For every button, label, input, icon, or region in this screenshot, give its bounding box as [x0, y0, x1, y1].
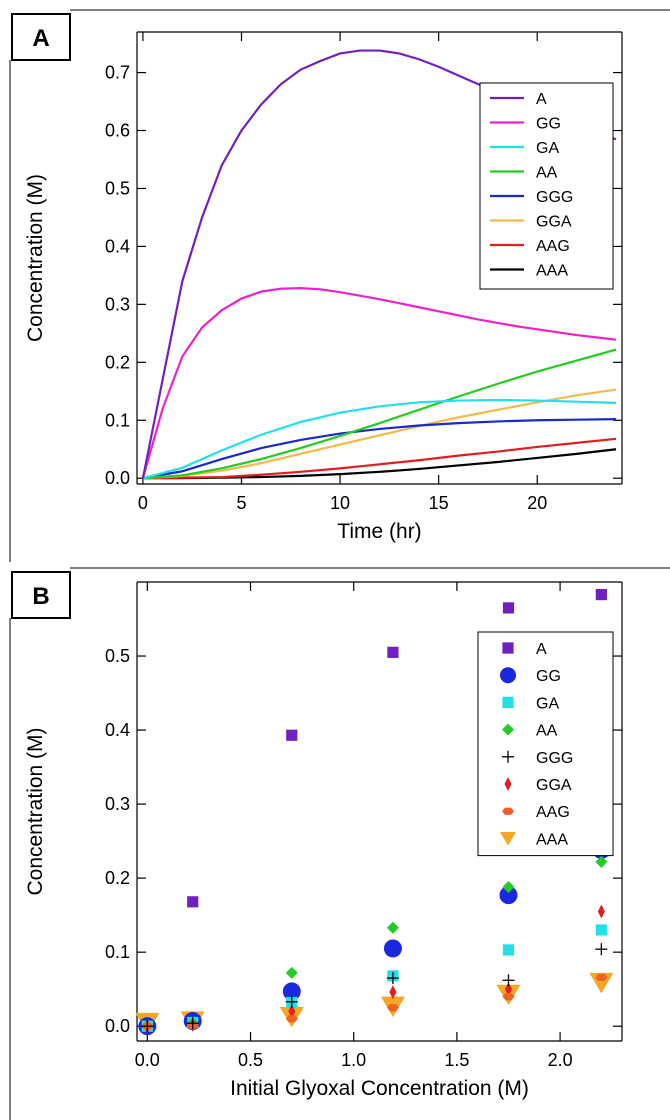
panel-label-box-a [11, 13, 71, 61]
data-point-gg [282, 982, 301, 1001]
y-tick-label: 0.3 [105, 794, 130, 814]
data-point-gg [383, 939, 402, 958]
y-tick-label: 0.6 [105, 121, 130, 141]
legend-label-ga: GA [536, 140, 559, 157]
legend-label-aa: AA [536, 165, 558, 182]
data-point-aag [386, 1004, 399, 1012]
legend-label-aa: AA [536, 723, 558, 740]
panel-label-box-b [11, 571, 71, 619]
data-point-ggg [141, 1020, 154, 1033]
legend-box [477, 631, 614, 857]
data-point-aa [386, 921, 399, 934]
legend-label-gg: GG [536, 668, 561, 685]
data-point-ggg [595, 943, 608, 956]
series-line-aag [142, 437, 617, 480]
y-tick-label: 0.3 [105, 294, 130, 314]
legend-label-aag: AAG [536, 238, 570, 255]
data-point-a [595, 588, 607, 601]
y-axis-label: Concentration (M) [24, 727, 47, 895]
y-axis-label: Concentration (M) [24, 174, 47, 342]
y-tick-label: 0.5 [105, 178, 130, 198]
data-point-gga [504, 982, 512, 997]
data-point-aag [285, 1015, 298, 1023]
x-tick-label: 0.5 [238, 1050, 263, 1070]
data-point-aa [502, 881, 515, 894]
data-point-a [387, 646, 399, 658]
legend-marker-ggg [502, 750, 514, 763]
legend-marker-aa [502, 723, 514, 736]
series-line-ggg [142, 417, 617, 480]
panel-label-b: B [32, 583, 49, 610]
chart-panel-b: 0.0 0.5 1.0 1.5 2.0 0.0 0.1 0.2 0.3 0.4 0.5 Initial… [24, 581, 623, 1100]
series-line-aa [142, 348, 617, 480]
data-point-ggg [386, 972, 399, 985]
data-point-aa [595, 855, 608, 868]
series-line-gg [141, 287, 617, 479]
x-axis-label: Initial Glyoxal Concentration (M) [230, 1077, 529, 1100]
y-tick-label: 0.5 [105, 646, 130, 666]
data-point-ga [595, 924, 607, 936]
legend-marker-gga [504, 777, 512, 791]
legend-label-gga: GGA [536, 777, 572, 794]
data-point-a [187, 896, 199, 908]
legend-label-ga: GA [536, 695, 559, 712]
legend-label-ggg: GGG [536, 189, 573, 206]
legend-label-ggg: GGG [536, 750, 573, 767]
y-tick-label: 0.0 [105, 468, 130, 488]
legend-box [479, 82, 614, 290]
legend-marker-gg [500, 667, 516, 684]
x-tick-label: 0.0 [135, 1050, 160, 1070]
y-tick-label: 0.2 [105, 352, 130, 372]
data-point-aag [502, 992, 515, 1001]
panel-label-a: A [32, 25, 49, 52]
legend-label-aaa: AAA [536, 831, 568, 848]
data-point-aa [285, 966, 298, 979]
data-point-a [502, 602, 515, 614]
data-point-gga [288, 1004, 296, 1019]
legend-label-a: A [536, 91, 547, 108]
series-line-gga [142, 388, 617, 480]
data-point-gg [499, 886, 518, 905]
x-tick-label: 10 [330, 493, 350, 513]
chart-panel-a: 0 5 10 15 20 0.0 0.1 0.2 0.3 0.4 0.5 0.6 0.7 Time (hr… [24, 31, 623, 543]
data-point-ggg [502, 974, 515, 987]
x-tick-label: 5 [236, 493, 246, 513]
legend-marker-ga [502, 696, 514, 708]
data-point-a [286, 729, 298, 741]
x-axis-label: Time (hr) [337, 520, 421, 543]
data-point-aag [595, 973, 608, 981]
x-tick-label: 2.0 [548, 1050, 573, 1070]
legend-label-aaa: AAA [536, 263, 568, 280]
legend-marker-aaa [500, 832, 516, 846]
legend-marker-a [502, 642, 514, 654]
legend-marker-aag [502, 807, 514, 815]
data-point-gga [389, 985, 397, 1000]
legend-label-gg: GG [536, 116, 561, 133]
y-tick-label: 0.4 [105, 236, 130, 256]
y-tick-label: 0.0 [105, 1016, 130, 1036]
y-tick-label: 0.4 [105, 720, 130, 740]
x-tick-label: 15 [429, 493, 449, 513]
x-tick-label: 1.5 [444, 1050, 469, 1070]
data-point-gga [597, 904, 605, 919]
data-point-ga [502, 944, 515, 956]
x-tick-label: 20 [527, 493, 547, 513]
data-point-ggg [186, 1017, 199, 1030]
y-tick-label: 0.1 [105, 942, 130, 962]
x-tick-label: 1.0 [341, 1050, 366, 1070]
y-tick-label: 0.1 [105, 410, 130, 430]
data-point-aaa [589, 972, 614, 994]
legend-label-gga: GGA [536, 214, 572, 231]
series-line-ga [142, 398, 617, 480]
y-tick-label: 0.7 [105, 63, 130, 83]
legend-label-aag: AAG [536, 804, 570, 821]
panel-b-frame: B [9, 567, 670, 1120]
y-tick-label: 0.2 [105, 868, 130, 888]
data-point-ggg [285, 995, 298, 1008]
legend-label-a: A [536, 641, 547, 658]
x-tick-label: 0 [138, 493, 148, 513]
panel-a-frame: A [9, 9, 670, 562]
